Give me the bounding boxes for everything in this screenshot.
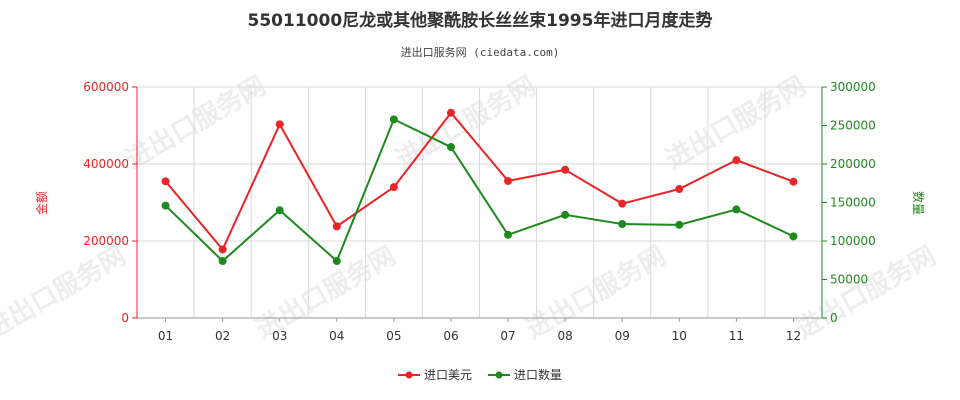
watermark-text: 进出口服务网 <box>521 241 671 345</box>
x-tick-label: 04 <box>329 329 344 343</box>
y-left-tick-label: 600000 <box>83 80 129 94</box>
series-point-1 <box>218 245 227 254</box>
y-right-tick-label: 300000 <box>830 80 876 94</box>
x-tick-label: 08 <box>557 329 572 343</box>
series-point-2 <box>332 257 341 266</box>
series-point-1 <box>732 156 741 165</box>
y-left-tick-label: 400000 <box>83 157 129 171</box>
series-point-1 <box>618 199 627 208</box>
x-tick-label: 09 <box>615 329 630 343</box>
series-point-1 <box>389 183 398 192</box>
series-point-1 <box>332 222 341 231</box>
ticks: 0 200000 400000 600000 0 50000 100000 150000 200… <box>83 80 876 343</box>
series-point-2 <box>446 143 455 152</box>
y-right-label: 数量 <box>911 191 926 215</box>
series-point-1 <box>675 185 684 194</box>
series-point-1 <box>446 108 455 117</box>
y-right-tick-label: 0 <box>830 311 838 325</box>
series-point-2 <box>504 230 513 239</box>
chart-subtitle: 进出口服务网 (ciedata.com) <box>401 45 560 59</box>
x-tick-label: 03 <box>272 329 287 343</box>
legend-label: 进口美元 <box>424 368 472 382</box>
series-point-2 <box>732 205 741 214</box>
y-left-label: 金额 <box>34 191 49 215</box>
series-point-1 <box>504 176 513 185</box>
series-point-2 <box>789 232 798 241</box>
y-left-tick-label: 200000 <box>83 234 129 248</box>
watermark-text: 进出口服务网 <box>0 241 131 345</box>
legend-marker <box>495 371 503 379</box>
legend[interactable]: 进口美元 进口数量 <box>398 367 562 382</box>
y-left-tick-label: 0 <box>121 311 129 325</box>
series-point-2 <box>561 210 570 219</box>
series-point-1 <box>275 120 284 129</box>
series-point-2 <box>218 257 227 266</box>
series-point-2 <box>389 115 398 124</box>
y-right-tick-label: 200000 <box>830 157 876 171</box>
series-point-2 <box>618 220 627 229</box>
x-tick-label: 11 <box>729 329 744 343</box>
legend-label: 进口数量 <box>514 367 562 382</box>
series-point-1 <box>161 177 170 186</box>
x-tick-label: 10 <box>672 329 687 343</box>
series <box>161 108 798 266</box>
chart-title: 55011000尼龙或其他聚酰胺长丝丝束1995年进口月度走势 <box>248 10 713 31</box>
x-tick-label: 06 <box>443 329 458 343</box>
y-right-tick-label: 50000 <box>830 273 868 287</box>
x-tick-label: 07 <box>500 329 515 343</box>
series-point-1 <box>789 177 798 186</box>
legend-marker <box>405 371 413 379</box>
series-point-1 <box>561 165 570 174</box>
x-tick-label: 12 <box>786 329 801 343</box>
x-tick-label: 05 <box>386 329 401 343</box>
y-right-tick-label: 250000 <box>830 119 876 133</box>
y-right-tick-label: 150000 <box>830 196 876 210</box>
x-tick-label: 02 <box>215 329 230 343</box>
legend-item-2[interactable]: 进口数量 <box>488 367 562 382</box>
series-point-2 <box>161 201 170 210</box>
series-line-2 <box>164 117 794 263</box>
watermark-text: 进出口服务网 <box>791 241 941 345</box>
series-line-1 <box>164 111 794 252</box>
x-tick-label: 01 <box>158 329 173 343</box>
series-point-2 <box>275 206 284 215</box>
y-right-tick-label: 100000 <box>830 234 876 248</box>
series-point-2 <box>675 220 684 229</box>
legend-item-1[interactable]: 进口美元 <box>398 368 472 382</box>
